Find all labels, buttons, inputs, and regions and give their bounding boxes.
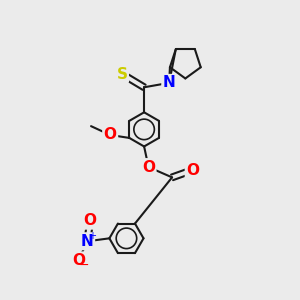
- Text: O: O: [104, 128, 117, 142]
- Text: O: O: [72, 253, 85, 268]
- Text: O: O: [84, 213, 97, 228]
- Text: −: −: [78, 259, 89, 272]
- Text: N: N: [81, 234, 94, 249]
- Text: O: O: [186, 163, 199, 178]
- Text: O: O: [142, 160, 155, 175]
- Text: N: N: [163, 75, 175, 90]
- Text: S: S: [116, 67, 128, 82]
- Text: +: +: [88, 231, 96, 241]
